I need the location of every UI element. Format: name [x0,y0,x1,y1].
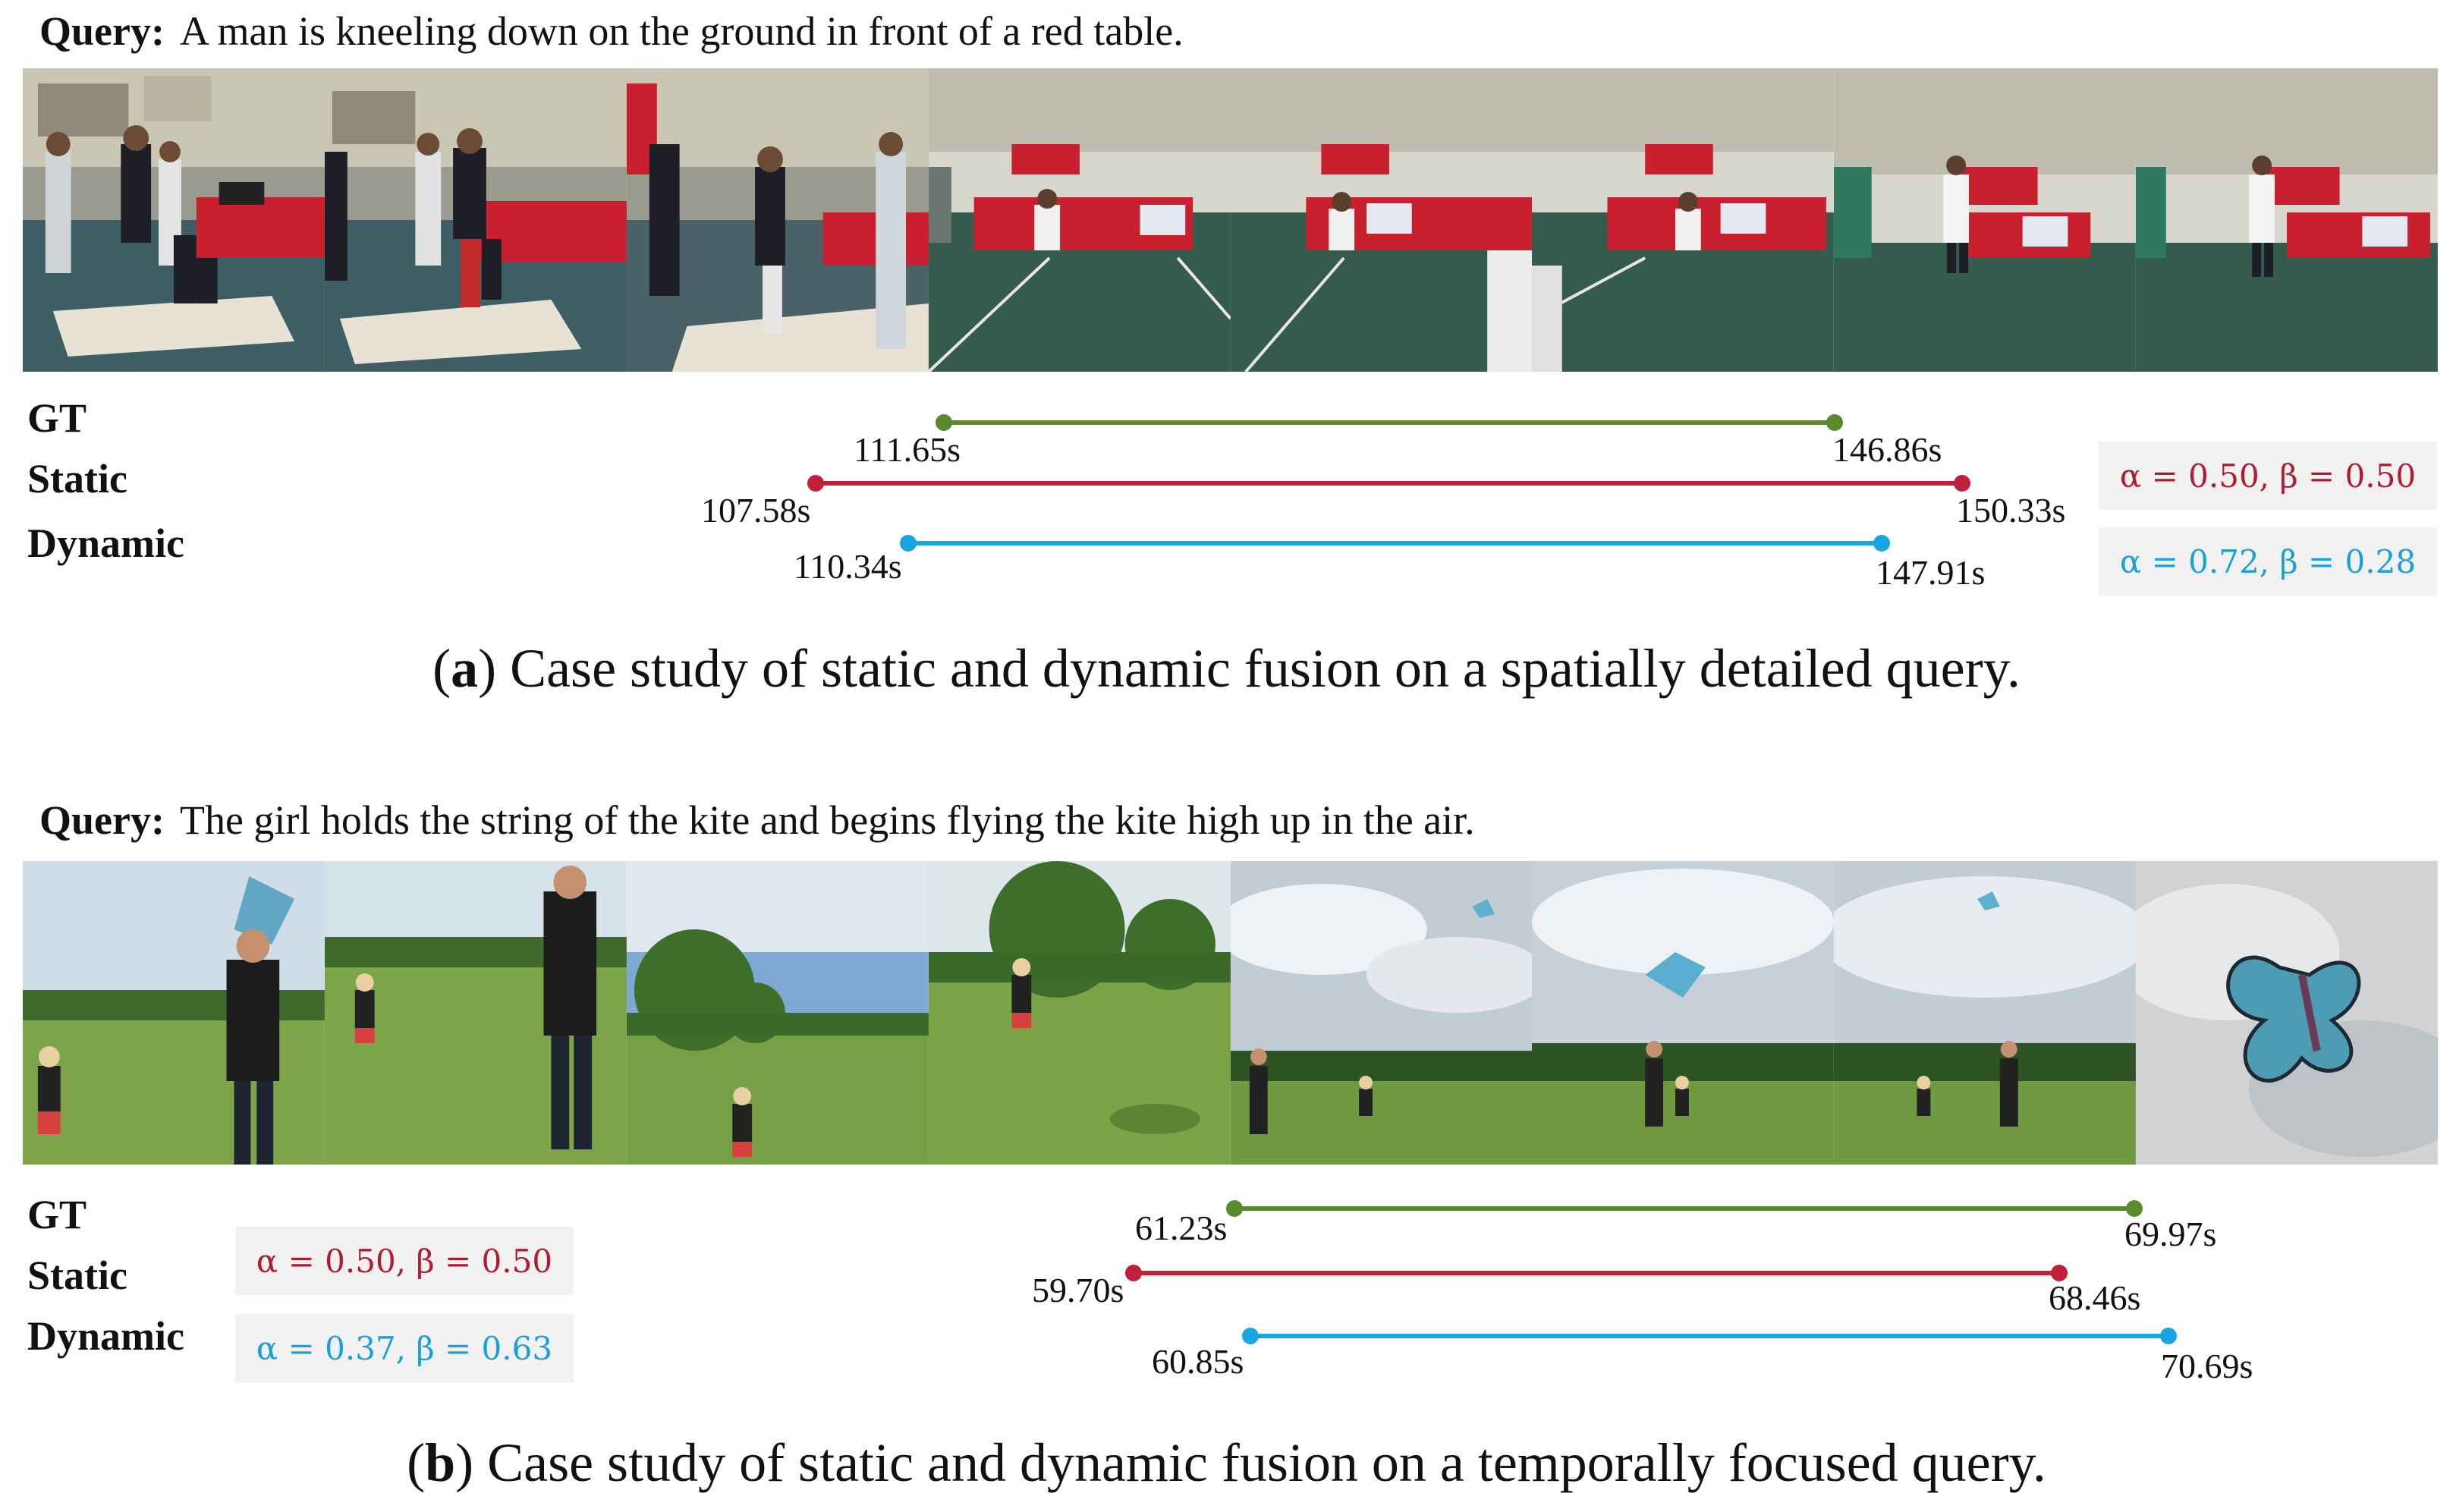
dynamic-start-marker [900,535,917,552]
caption-a: (a) Case study of static and dynamic fus… [432,638,2021,699]
frame-strip-a [23,68,2438,372]
panel-b: Query: The girl holds the string of the k… [0,789,2453,1512]
dynamic-end-label: 70.69s [2161,1347,2253,1385]
row-label-dynamic: Dynamic [27,1313,184,1359]
static-start-marker [1125,1265,1142,1281]
gt-end-label: 69.97s [2124,1215,2216,1253]
video-frame [626,861,929,1165]
static-start-marker [807,475,824,492]
dynamic-start-marker [1242,1328,1259,1344]
query-b: Query: The girl holds the string of the k… [39,797,1475,844]
video-frame [1834,861,2137,1165]
video-frame [2136,68,2438,372]
query-text: The girl holds the string of the kite an… [179,797,1475,843]
video-frame [23,68,325,372]
static-start-label: 107.58s [701,491,810,530]
param-box-static: α = 0.50, β = 0.50 [235,1227,574,1295]
dynamic-start-label: 60.85s [1152,1342,1244,1381]
gt-start-label: 111.65s [854,430,961,469]
static-end-label: 150.33s [1956,491,2065,530]
video-frame [1532,68,1835,372]
gt-start-marker [936,414,952,431]
query-text: A man is kneeling down on the ground in … [179,8,1184,54]
panel-a: Query: A man is kneeling down on the grou… [23,8,2438,699]
param-box-dynamic: α = 0.37, β = 0.63 [235,1314,574,1382]
gt-end-label: 146.86s [1832,430,1942,469]
video-frame [1230,861,1533,1165]
param-box-static: α = 0.50, β = 0.50 [2099,442,2437,510]
gt-start-label: 61.23s [1135,1209,1227,1247]
param-box-dynamic: α = 0.72, β = 0.28 [2099,527,2437,596]
video-frame [23,861,325,1165]
row-label-static: Static [27,1253,127,1298]
video-frame [324,68,627,372]
caption-b: (b) Case study of static and dynamic fus… [407,1432,2046,1493]
dynamic-end-label: 147.91s [1876,553,1985,592]
query-label: Query: [39,797,165,843]
row-label-dynamic: Dynamic [27,520,184,566]
video-frame [928,861,1231,1165]
dynamic-end-marker [1873,535,1890,552]
caption-text: Case study of static and dynamic fusion … [510,638,2021,699]
static-end-marker [1954,475,1970,492]
dynamic-start-label: 110.34s [794,547,902,586]
row-label-gt: GT [27,395,87,441]
query-label: Query: [39,8,165,54]
dynamic-end-marker [2160,1328,2177,1344]
static-end-marker [2051,1265,2068,1281]
static-start-label: 59.70s [1032,1271,1124,1309]
row-label-static: Static [27,456,127,501]
frame-strip-b [23,861,2438,1165]
caption-letter: a [451,638,479,699]
gt-end-marker [2126,1200,2143,1217]
gt-start-marker [1226,1200,1243,1217]
video-frame [1834,68,2137,372]
caption-text: Case study of static and dynamic fusion … [487,1432,2046,1493]
video-frame [2136,861,2438,1165]
static-end-label: 68.46s [2049,1278,2140,1317]
video-frame [626,68,929,372]
row-label-gt: GT [27,1192,87,1237]
gt-end-marker [1826,414,1843,431]
caption-letter: b [425,1432,456,1493]
video-frame [1532,861,1835,1165]
video-frame [1230,68,1533,372]
video-frame [324,861,627,1165]
video-frame [928,68,1231,372]
query-a: Query: A man is kneeling down on the grou… [39,8,1184,55]
